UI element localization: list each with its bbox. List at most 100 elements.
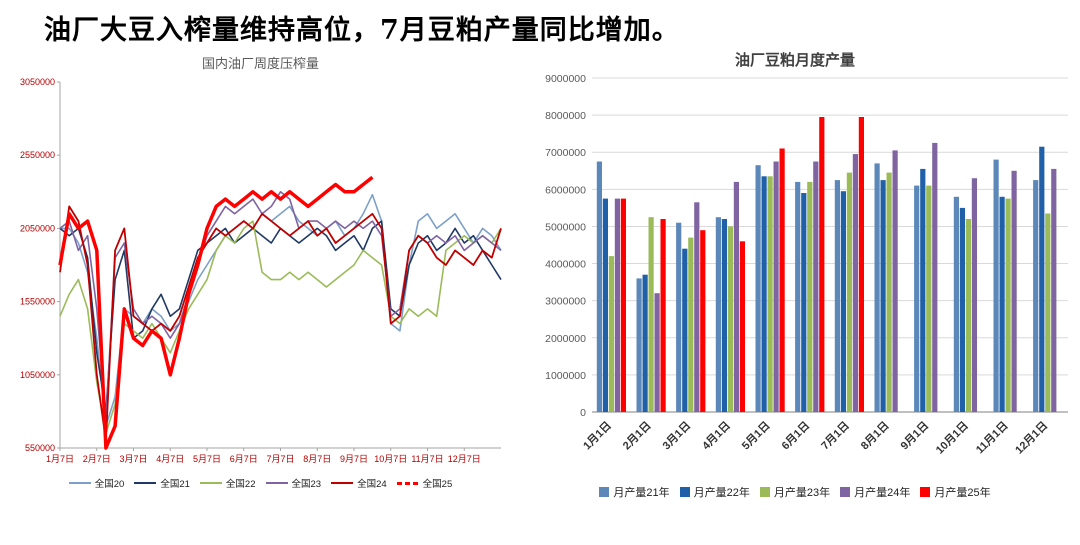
legend-item-全国23: 全国23 [265, 476, 322, 490]
svg-text:2月1日: 2月1日 [620, 419, 653, 452]
bar [682, 248, 688, 412]
svg-text:7000000: 7000000 [545, 147, 586, 159]
svg-text:11月1日: 11月1日 [973, 419, 1010, 456]
bar [596, 161, 602, 412]
bar-series-月产量23年 [608, 172, 1051, 412]
legend-line-icon [265, 482, 288, 484]
legend-swatch-icon [920, 487, 931, 497]
bar [953, 196, 959, 412]
monthly-meal-chart: 油厂豆粕月度产量 0 1000000 2000000 3000000 4000000 50… [515, 49, 1075, 500]
legend-label: 月产量21年 [613, 487, 670, 499]
svg-text:1月1日: 1月1日 [581, 419, 614, 452]
bar [739, 241, 745, 412]
legend-swatch-icon [679, 487, 690, 497]
legend-line-icon [396, 481, 419, 485]
bar [807, 181, 813, 412]
legend-line-icon [68, 482, 91, 484]
svg-text:7月7日: 7月7日 [266, 454, 294, 464]
bar [727, 226, 733, 412]
legend-item-月产量23年: 月产量23年 [759, 484, 831, 500]
bar [813, 161, 819, 412]
legend-label: 月产量23年 [773, 487, 831, 499]
bar [971, 178, 977, 412]
legend-label: 全国23 [291, 479, 322, 490]
bar [852, 154, 858, 412]
svg-text:1月7日: 1月7日 [46, 454, 74, 464]
page-title: 油厂大豆入榨量维持高位，7月豆粕产量同比增加。 [44, 15, 680, 46]
bar [880, 180, 886, 412]
bar [886, 172, 892, 412]
legend-label: 全国20 [94, 479, 125, 490]
bar [834, 180, 840, 412]
bar-series-月产量24年 [614, 142, 1057, 412]
legend-item-月产量21年: 月产量21年 [599, 484, 670, 500]
bar-series-月产量22年 [602, 146, 1045, 412]
bar [694, 202, 700, 412]
svg-text:4月1日: 4月1日 [700, 419, 733, 452]
legend-label: 全国25 [422, 479, 453, 490]
svg-text:11月7日: 11月7日 [411, 454, 443, 464]
bar [642, 274, 648, 412]
bar [755, 165, 761, 412]
svg-text:12月7日: 12月7日 [448, 454, 481, 464]
svg-text:1550000: 1550000 [20, 297, 55, 307]
bar [602, 198, 608, 412]
bar [959, 207, 965, 412]
svg-text:7月1日: 7月1日 [819, 419, 852, 452]
weekly-crush-chart-title: 国内油厂周度压榨量 [201, 56, 319, 71]
legend-swatch-icon [840, 487, 851, 497]
legend-label: 月产量25年 [934, 487, 991, 499]
legend-label: 月产量24年 [854, 487, 911, 499]
svg-text:8000000: 8000000 [545, 110, 586, 122]
bar [660, 219, 666, 412]
legend-item-全国24: 全国24 [331, 476, 387, 490]
legend-line-icon [331, 482, 354, 484]
bar [676, 222, 682, 412]
svg-text:10月1日: 10月1日 [933, 419, 971, 457]
bar [1005, 198, 1011, 412]
bar [761, 176, 767, 412]
bar [1039, 146, 1045, 412]
bar [614, 198, 620, 412]
svg-text:3050000: 3050000 [20, 77, 55, 87]
bar [920, 168, 926, 412]
svg-text:6000000: 6000000 [545, 184, 586, 196]
legend-swatch-icon [759, 487, 770, 497]
legend-item-月产量24年: 月产量24年 [840, 484, 910, 500]
bar-series-月产量25年 [620, 117, 864, 412]
svg-text:2000000: 2000000 [545, 333, 586, 345]
bar [700, 230, 706, 412]
bar [892, 150, 898, 412]
bar [846, 172, 852, 412]
svg-text:550000: 550000 [25, 443, 55, 453]
line-series-全国22 [59, 220, 502, 435]
legend-item-月产量22年: 月产量22年 [679, 484, 750, 500]
svg-text:6月7日: 6月7日 [230, 454, 258, 464]
legend-item-月产量25年: 月产量25年 [920, 484, 991, 500]
svg-text:9月1日: 9月1日 [898, 419, 931, 452]
bar [1011, 170, 1017, 412]
bar [965, 219, 971, 412]
bar [1051, 168, 1057, 412]
bar [932, 142, 938, 412]
weekly-crush-line-plot: 550000 1050000 1550000 2050000 2550000 305000… [20, 77, 502, 464]
bar [999, 196, 1005, 412]
monthly-meal-bar-plot: 0 1000000 2000000 3000000 4000000 5000000 6000… [545, 73, 1068, 457]
svg-text:4000000: 4000000 [545, 259, 586, 271]
line-series-全国25 [58, 175, 374, 450]
legend-label: 全国22 [225, 479, 256, 490]
bar [801, 193, 807, 412]
bar [874, 163, 880, 412]
bar [914, 185, 920, 412]
bar [620, 198, 626, 412]
bar [926, 185, 932, 412]
bar [733, 181, 739, 412]
bar [767, 176, 773, 412]
legend-line-icon [134, 482, 157, 484]
svg-text:6月1日: 6月1日 [779, 419, 812, 452]
bar [819, 117, 825, 412]
svg-text:9月7日: 9月7日 [340, 454, 368, 464]
line-axes: 550000 1050000 1550000 2050000 2550000 305000… [20, 77, 501, 464]
bar [779, 148, 785, 412]
